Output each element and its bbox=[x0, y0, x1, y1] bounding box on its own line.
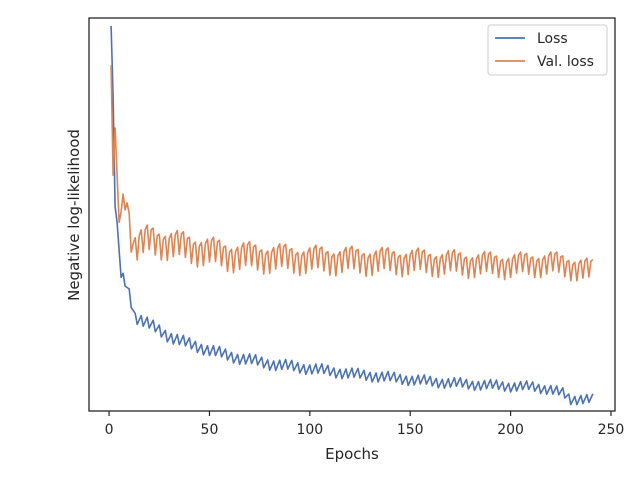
legend-label-val-loss: Val. loss bbox=[537, 54, 594, 70]
x-axis-ticks: 0 50 100 150 200 250 bbox=[105, 411, 625, 438]
x-tick-label: 250 bbox=[598, 422, 625, 438]
x-tick-label: 0 bbox=[105, 422, 114, 438]
plot-area bbox=[88, 17, 616, 412]
series-line-loss bbox=[110, 25, 594, 406]
y-axis-label: Negative log-likelihood bbox=[65, 129, 83, 301]
legend: Loss Val. loss bbox=[487, 24, 608, 76]
x-tick-label: 150 bbox=[397, 422, 424, 438]
plot-frame bbox=[88, 17, 616, 412]
series-layer bbox=[110, 25, 594, 406]
x-tick-label: 50 bbox=[201, 422, 219, 438]
x-axis-label: Epochs bbox=[325, 445, 379, 463]
legend-label-loss: Loss bbox=[537, 31, 568, 47]
x-tick-label: 100 bbox=[296, 422, 323, 438]
series-line-val-loss bbox=[110, 65, 594, 282]
x-tick-label: 200 bbox=[497, 422, 524, 438]
